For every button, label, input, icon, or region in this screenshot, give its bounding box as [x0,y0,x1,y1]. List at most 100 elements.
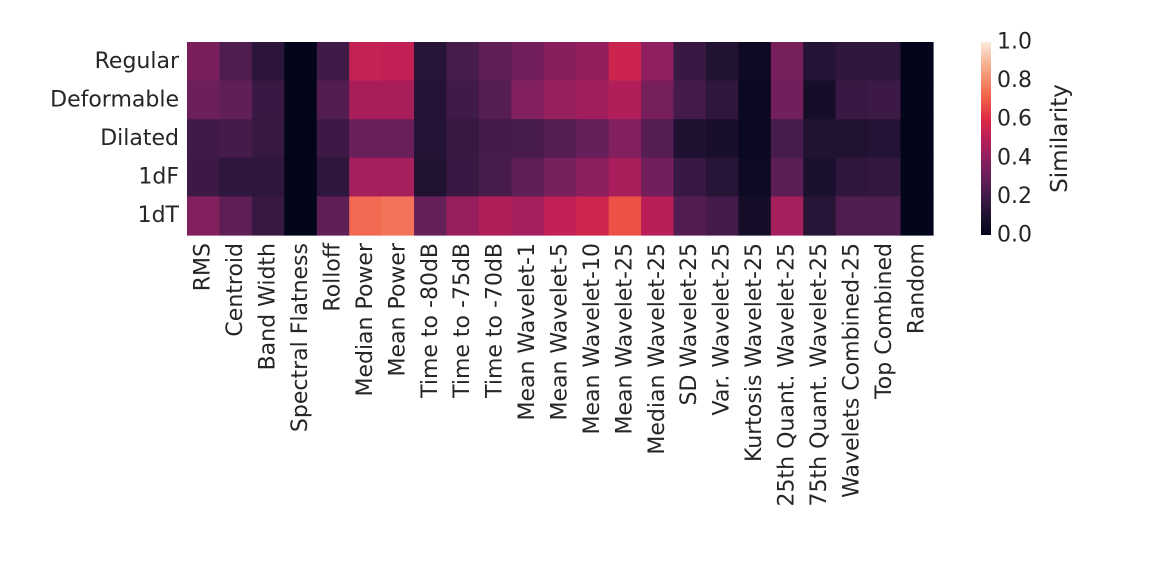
column-label: Wavelets Combined-25 [839,243,864,498]
heatmap-cell [738,80,772,120]
heatmap-cell [705,80,739,120]
heatmap-cell [316,119,350,159]
column-label: Var. Wavelet-25 [710,243,735,415]
heatmap-cell [705,196,739,236]
column-label: Median Wavelet-25 [645,243,670,455]
heatmap-cell [446,42,480,82]
row-label: Deformable [50,87,179,112]
heatmap-cell [770,196,804,236]
colorbar-tick-label: 0.4 [997,145,1032,170]
column-label: Spectral Flatness [288,243,313,432]
heatmap-cell [284,80,318,120]
heatmap-cell [900,196,934,236]
heatmap-cells [187,42,934,236]
colorbar-tick-label: 0.8 [997,68,1032,93]
heatmap-cell [641,42,675,82]
column-label: Time to -70dB [483,243,508,399]
heatmap-cell [349,196,383,236]
heatmap-cell [803,80,837,120]
heatmap-cell [868,80,902,120]
heatmap-cell [576,119,610,159]
heatmap-cell [251,119,285,159]
heatmap-cell [868,157,902,197]
heatmap-cell [381,119,415,159]
heatmap-cell [543,196,577,236]
column-label: 75th Quant. Wavelet-25 [807,243,832,506]
heatmap-cell [187,80,221,120]
heatmap-cell [673,196,707,236]
heatmap-cell [673,42,707,82]
heatmap-cell [316,157,350,197]
heatmap-cell [868,119,902,159]
heatmap-cell [641,119,675,159]
heatmap-cell [414,157,448,197]
heatmap-cell [576,42,610,82]
row-label: Dilated [100,126,179,151]
heatmap-cell [284,157,318,197]
heatmap-cell [770,80,804,120]
heatmap-cell [349,42,383,82]
column-label: RMS [191,243,216,291]
column-label: Random [904,243,929,334]
heatmap-cell [900,119,934,159]
colorbar-gradient [981,42,991,235]
heatmap-cell [446,196,480,236]
heatmap-cell [251,196,285,236]
heatmap-cell [608,42,642,82]
column-label: Mean Wavelet-10 [580,243,605,435]
column-label: Mean Wavelet-25 [612,243,637,435]
heatmap-cell [900,42,934,82]
heatmap-cell [576,80,610,120]
heatmap-cell [219,196,253,236]
heatmap-cell [641,196,675,236]
heatmap-cell [608,119,642,159]
heatmap-cell [349,157,383,197]
heatmap-cell [900,80,934,120]
heatmap-cell [868,42,902,82]
heatmap-cell [187,196,221,236]
column-label: Rolloff [320,242,345,311]
row-label: Regular [95,49,180,74]
row-labels: Regular Deformable Dilated 1dF 1dT [50,49,180,228]
heatmap-cell [576,196,610,236]
heatmap-cell [381,42,415,82]
heatmap-cell [511,42,545,82]
heatmap-cell [478,42,512,82]
heatmap-cell [673,80,707,120]
heatmap-cell [641,80,675,120]
column-label: Mean Power [385,242,410,376]
column-label: Mean Wavelet-5 [548,243,573,421]
heatmap-cell [770,157,804,197]
colorbar-tick-label: 1.0 [997,30,1032,55]
heatmap-cell [576,157,610,197]
column-label: Median Power [353,242,378,396]
heatmap-cell [835,80,869,120]
heatmap-cell [803,42,837,82]
heatmap-cell [641,157,675,197]
heatmap-cell [770,42,804,82]
row-label: 1dF [138,165,179,190]
heatmap-cell [738,196,772,236]
colorbar: 0.0 0.2 0.4 0.6 0.8 1.0 Similarity [981,30,1073,248]
heatmap-cell [835,42,869,82]
heatmap-cell [446,119,480,159]
heatmap-cell [187,157,221,197]
heatmap-cell [705,42,739,82]
heatmap-cell [803,157,837,197]
column-label: Time to -80dB [418,243,443,399]
heatmap-cell [511,157,545,197]
column-label: Band Width [256,243,281,370]
column-labels: RMS Centroid Band Width Spectral Flatness Ro… [191,242,930,506]
heatmap-cell [381,80,415,120]
column-label: Time to -75dB [450,243,475,399]
heatmap-cell [608,80,642,120]
heatmap-cell [608,157,642,197]
heatmap-cell [219,42,253,82]
heatmap-cell [803,119,837,159]
heatmap-cell [738,42,772,82]
heatmap-cell [316,196,350,236]
heatmap-cell [187,42,221,82]
heatmap-cell [251,80,285,120]
heatmap-cell [835,196,869,236]
